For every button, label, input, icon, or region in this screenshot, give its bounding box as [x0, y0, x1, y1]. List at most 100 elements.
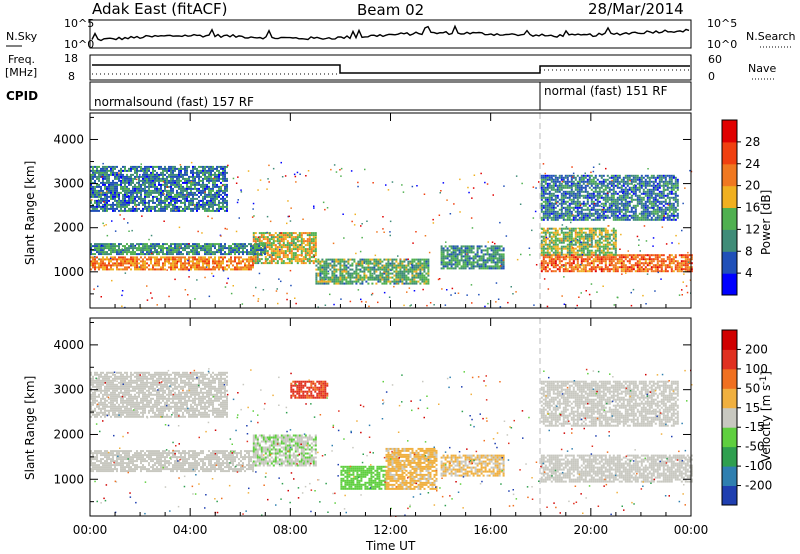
heatmap-cell — [212, 181, 214, 184]
heatmap-cell — [590, 243, 593, 246]
heatmap-cell — [542, 245, 545, 248]
heatmap-cell — [110, 243, 112, 246]
heatmap-cell — [100, 258, 102, 261]
heatmap-cell — [590, 188, 593, 191]
heatmap-cell — [304, 244, 307, 247]
heatmap-cell — [146, 201, 148, 204]
heatmap-cell — [662, 270, 665, 273]
heatmap-cell — [300, 262, 303, 265]
heatmap-cell — [228, 266, 230, 269]
heatmap-cell — [224, 175, 226, 178]
heatmap-cell — [184, 193, 186, 196]
heatmap-cell — [314, 238, 317, 241]
heatmap-cell — [162, 249, 164, 252]
heatmap-cell — [92, 187, 94, 190]
heatmap-cell — [234, 266, 236, 269]
heatmap-cell — [552, 178, 555, 181]
heatmap-cell — [250, 266, 252, 269]
heatmap-cell — [170, 245, 172, 248]
heatmap-cell — [216, 264, 218, 267]
heatmap-cell — [387, 274, 390, 277]
heatmap-cell — [600, 249, 603, 252]
heatmap-cell — [427, 280, 430, 283]
heatmap-cell — [122, 249, 124, 252]
heatmap-cell — [319, 282, 322, 285]
heatmap-cell — [598, 216, 601, 219]
heatmap-cell — [276, 260, 279, 263]
heatmap-cell — [92, 209, 94, 212]
heatmap-cell — [552, 239, 555, 242]
heatmap-cell — [296, 256, 299, 259]
heatmap-cell — [460, 253, 463, 256]
heatmap-cell — [98, 169, 100, 172]
heatmap-cell — [377, 276, 380, 279]
heatmap-cell — [584, 270, 587, 273]
heatmap-cell — [600, 231, 603, 234]
heatmap-cell — [576, 184, 579, 187]
heatmap-cell — [632, 256, 635, 259]
heatmap-cell — [594, 184, 597, 187]
heatmap-cell — [168, 247, 170, 250]
heatmap-cell — [218, 175, 220, 178]
heatmap-cell — [606, 196, 609, 199]
heatmap-cell — [184, 209, 186, 212]
heatmap-cell — [114, 199, 116, 202]
heatmap-cell — [222, 266, 224, 269]
heatmap-cell — [114, 245, 116, 248]
heatmap-cell — [266, 254, 269, 257]
heatmap-cell — [94, 185, 96, 188]
heatmap-cell — [98, 195, 100, 198]
heatmap-cell — [206, 175, 208, 178]
heatmap-cell — [192, 253, 194, 256]
heatmap-cell — [210, 175, 212, 178]
heatmap-cell — [154, 249, 156, 252]
heatmap-cell — [188, 191, 190, 194]
heatmap-cell — [148, 173, 150, 176]
heatmap-cell — [98, 199, 100, 202]
heatmap-cell — [570, 270, 573, 273]
heatmap-cell — [188, 251, 190, 254]
heatmap-cell — [140, 183, 142, 186]
heatmap-cell — [568, 262, 571, 265]
heatmap-cell — [176, 179, 178, 182]
heatmap-cell — [194, 247, 196, 250]
heatmap-cell — [452, 267, 455, 270]
heatmap-cell — [200, 205, 202, 208]
heatmap-cell — [200, 191, 202, 194]
heatmap-cell — [310, 252, 313, 255]
heatmap-cell — [174, 173, 176, 176]
heatmap-cell — [454, 247, 457, 250]
heatmap-cell — [554, 182, 557, 185]
heatmap-cell — [397, 282, 400, 285]
heatmap-cell — [578, 247, 581, 250]
heatmap-cell — [564, 202, 567, 205]
heatmap-cell — [280, 258, 283, 261]
heatmap-cell — [464, 265, 467, 268]
heatmap-cell — [359, 282, 362, 285]
heatmap-cell — [222, 169, 224, 172]
heatmap-cell — [224, 191, 226, 194]
heatmap-cell — [564, 237, 567, 240]
heatmap-cell — [570, 262, 573, 265]
heatmap-cell — [548, 212, 551, 215]
heatmap-cell — [578, 178, 581, 181]
heatmap-cell — [389, 280, 392, 283]
heatmap-cell — [678, 270, 681, 273]
heatmap-cell — [606, 200, 609, 203]
heatmap-cell — [216, 189, 218, 192]
heatmap-cell — [210, 197, 212, 200]
heatmap-cell — [490, 261, 493, 264]
heatmap-cell — [602, 229, 605, 232]
heatmap-cell — [196, 266, 198, 269]
heatmap-cell — [598, 258, 601, 261]
heatmap-cell — [100, 199, 102, 202]
heatmap-cell — [608, 198, 611, 201]
heatmap-cell — [379, 276, 382, 279]
heatmap-cell — [476, 255, 479, 258]
heatmap-cell — [222, 268, 224, 271]
heatmap-cell — [584, 247, 587, 250]
heatmap-cell — [606, 249, 609, 252]
heatmap-cell — [496, 267, 499, 270]
heatmap-cell — [160, 249, 162, 252]
